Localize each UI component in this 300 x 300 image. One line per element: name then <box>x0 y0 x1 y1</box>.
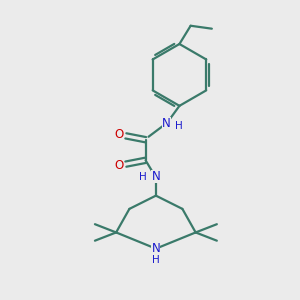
Text: N: N <box>162 117 171 130</box>
Text: N: N <box>152 242 160 255</box>
Text: O: O <box>115 128 124 141</box>
Text: H: H <box>152 255 160 265</box>
Text: H: H <box>175 121 182 131</box>
Text: H: H <box>139 172 146 182</box>
Text: N: N <box>152 170 160 183</box>
Text: O: O <box>115 159 124 172</box>
